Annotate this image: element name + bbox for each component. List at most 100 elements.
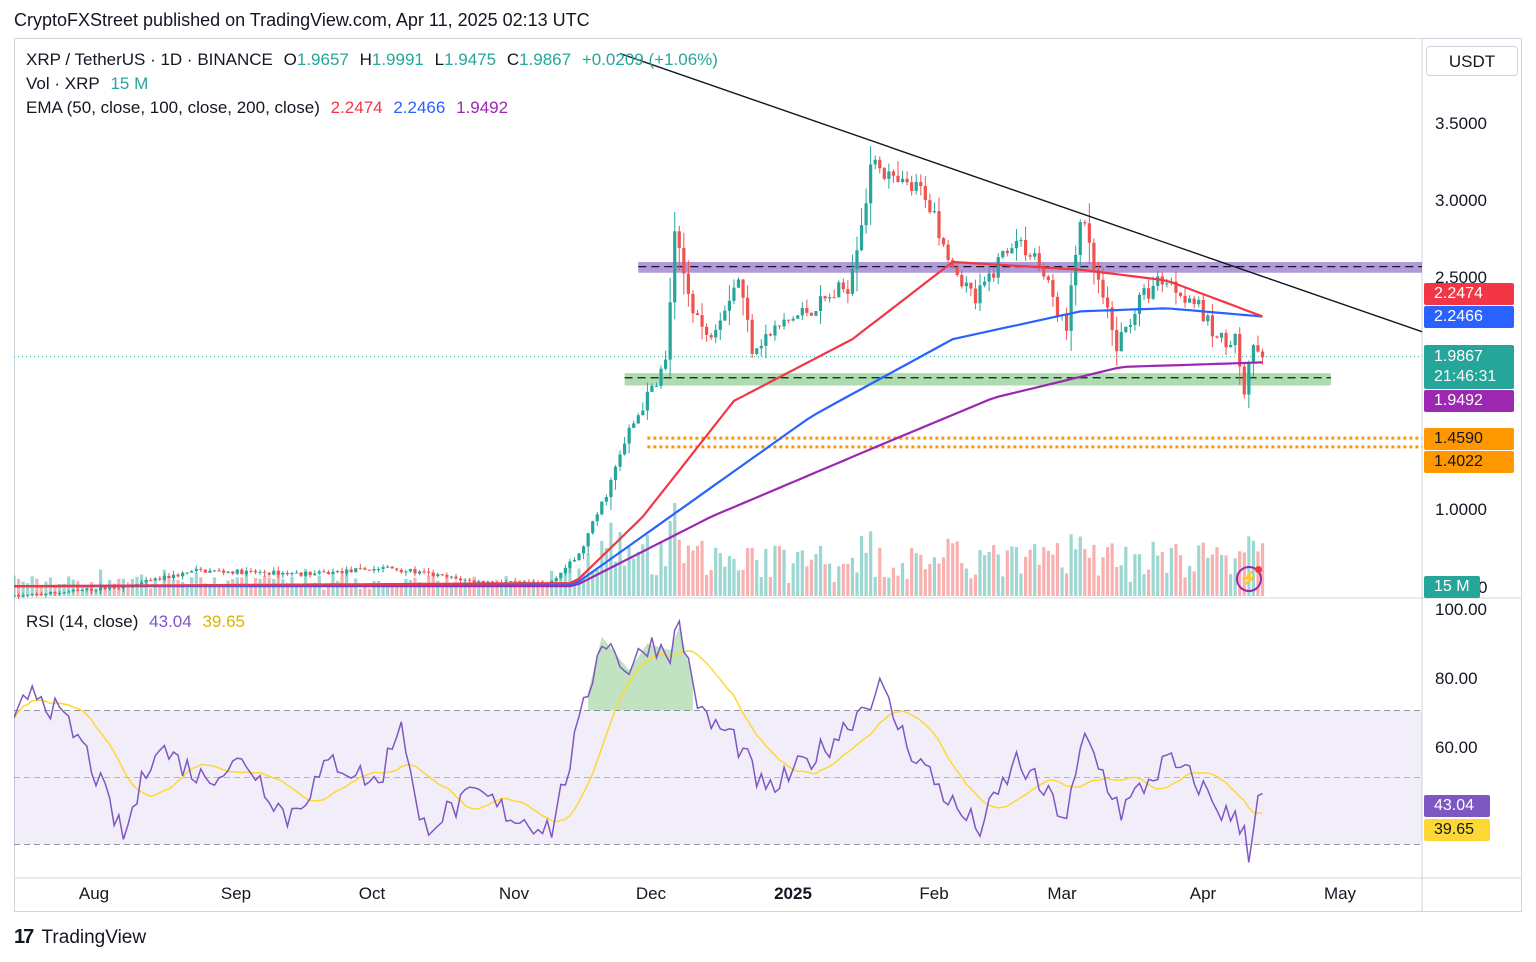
volume-bar [1206, 557, 1210, 596]
candle-body [1028, 255, 1032, 257]
candle-body [914, 181, 918, 191]
rsi-value: 43.04 [149, 612, 192, 631]
volume-bar [399, 585, 403, 596]
volume-tag: 15 M [1424, 576, 1480, 598]
candle-body [258, 571, 262, 573]
volume-bar [914, 553, 918, 596]
volume-bar [1219, 554, 1224, 596]
volume-bar [896, 575, 900, 596]
candle-body [486, 581, 490, 584]
volume-bar [39, 587, 43, 596]
tv-mark-icon: 17 [14, 926, 34, 948]
candle-body [591, 521, 595, 534]
candle-body [1101, 279, 1105, 298]
price-chart[interactable] [14, 38, 1522, 912]
volume-bar [837, 566, 841, 596]
candle-body [1115, 330, 1119, 352]
candle-body [285, 572, 289, 575]
volume-bar [16, 579, 21, 596]
volume-bar [1137, 554, 1142, 596]
volume-bar [509, 585, 513, 596]
volume-bar [322, 589, 326, 596]
chart-frame[interactable] [14, 38, 1522, 912]
symbol-label[interactable]: XRP / TetherUS · 1D · BINANCE [26, 50, 273, 69]
volume-bar [1147, 569, 1151, 596]
candle-body [39, 594, 43, 596]
ema-label[interactable]: EMA (50, close, 100, close, 200, close) [26, 98, 320, 117]
candle-body [208, 570, 212, 573]
candle-body [440, 574, 444, 576]
candle-body [139, 582, 144, 585]
volume-bar [791, 563, 795, 596]
volume-bar [973, 574, 978, 596]
candle-body [1124, 326, 1128, 333]
volume-bar [718, 553, 722, 596]
volume-bar [850, 557, 855, 596]
candle-body [386, 566, 390, 568]
volume-bar [1087, 557, 1091, 596]
volume-bar [613, 561, 618, 596]
volume-bar [709, 569, 713, 596]
volume-bar [682, 563, 686, 596]
candle-body [864, 203, 868, 226]
volume-bar [404, 578, 408, 596]
candle-body [554, 578, 558, 581]
volume-bar [308, 583, 312, 596]
volume-bar [372, 580, 376, 596]
candle-body [313, 573, 317, 576]
volume-bar [98, 569, 103, 596]
volume-bar [1064, 573, 1069, 596]
volume-bar [727, 555, 731, 596]
candle-body [317, 571, 321, 574]
candle-body [741, 279, 745, 298]
volume-bar [1169, 547, 1173, 596]
time-tick-nov: Nov [498, 884, 530, 903]
grid-layer [14, 38, 1522, 912]
rsi-ma-line [14, 650, 1263, 823]
volume-tick-0: 0 [1478, 578, 1488, 597]
candle-body [709, 335, 713, 338]
candle-body [832, 297, 836, 299]
volume-bar [540, 581, 545, 596]
volume-bar [796, 551, 800, 596]
volume-bar [449, 584, 454, 596]
volume-bar [436, 580, 440, 596]
candle-body [304, 571, 308, 576]
volume-bar [1151, 541, 1155, 596]
time-tick-feb: Feb [919, 884, 949, 903]
volume-bar [1188, 565, 1192, 596]
lightning-icon[interactable]: ⚡ [1236, 566, 1262, 592]
candle-body [955, 267, 959, 275]
candle-body [89, 588, 94, 591]
volume-bar [180, 581, 185, 596]
volume-bar [864, 552, 868, 596]
time-tick-mar: Mar [1047, 884, 1077, 903]
candle-body [490, 581, 495, 584]
candle-body [427, 571, 431, 573]
level2-price-tag: 1.4022 [1424, 451, 1514, 473]
ema-legend: EMA (50, close, 100, close, 200, close) … [26, 98, 514, 118]
candle-body [235, 569, 239, 574]
volume-bar [57, 584, 62, 596]
candle-body [94, 590, 98, 592]
candle-body [677, 231, 681, 248]
candle-body [919, 181, 923, 187]
rsi-label[interactable]: RSI (14, close) [26, 612, 139, 631]
volume-bar [285, 582, 289, 596]
candle-body [212, 570, 217, 572]
volume-bar [928, 563, 932, 596]
volume-bar [969, 578, 973, 596]
volume-bar [823, 564, 827, 596]
volume-bar [764, 548, 768, 596]
candle-body [736, 279, 741, 288]
volume-bar [809, 559, 814, 596]
volume-label[interactable]: Vol · XRP [26, 74, 100, 93]
candle-body [796, 315, 800, 319]
candle-body [1087, 223, 1091, 243]
candle-body [723, 310, 727, 321]
currency-selector[interactable]: USDT [1426, 46, 1518, 76]
candle-body [755, 348, 759, 354]
volume-bar [367, 588, 372, 596]
volume-bar [35, 578, 39, 596]
volume-bar [390, 586, 394, 596]
